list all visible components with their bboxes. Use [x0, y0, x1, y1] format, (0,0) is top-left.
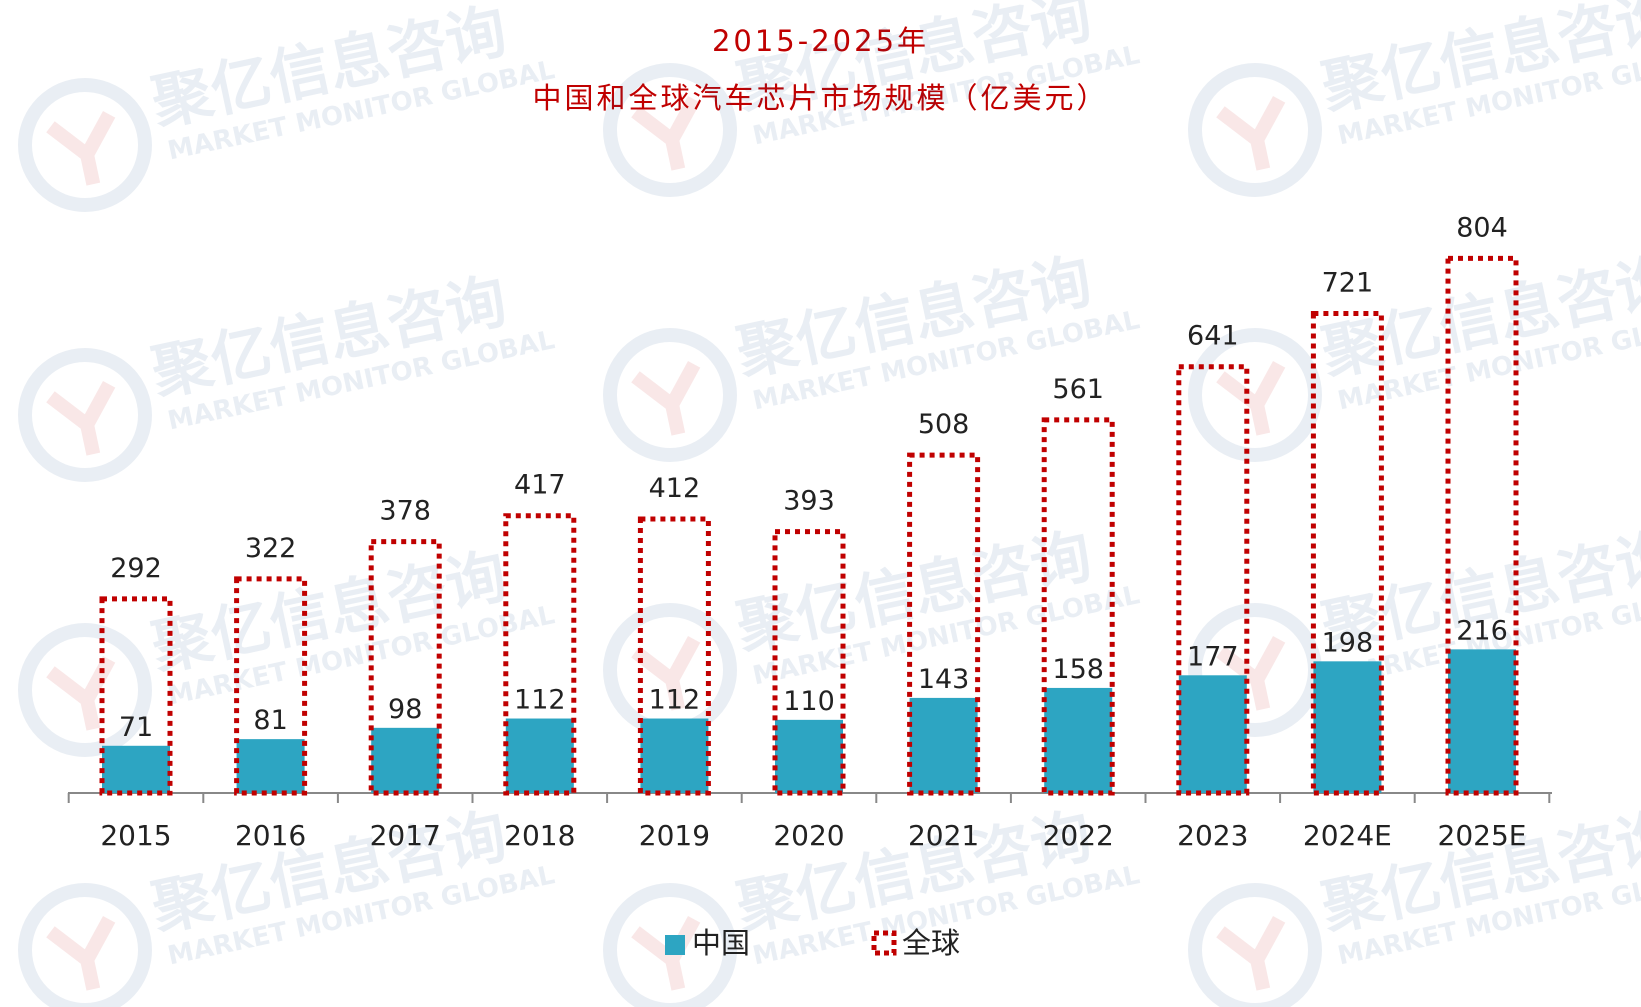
plot-area: 71 292 2015 81 322 2016 98 378 2017 112 417 2018 112… [67, 212, 1552, 852]
x-tick-label: 2023 [1177, 819, 1248, 852]
data-label-global: 508 [918, 409, 970, 440]
bar-china [1448, 649, 1516, 793]
bar-china [909, 697, 978, 793]
data-label-china: 177 [1187, 641, 1239, 672]
bar-global [1041, 417, 1115, 796]
x-tick-label: 2017 [370, 819, 441, 852]
mmg-logo-icon [1188, 328, 1322, 462]
bar-global [368, 539, 442, 796]
mmg-logo-icon [18, 883, 152, 1007]
bar-china [505, 718, 574, 793]
x-tick-label: 2022 [1043, 819, 1114, 852]
legend-swatch-china [665, 935, 685, 955]
bar-global [234, 576, 308, 796]
bar-china [102, 745, 170, 793]
mmg-logo-icon [18, 78, 152, 212]
data-label-global: 322 [245, 533, 297, 564]
bar-china [371, 727, 440, 793]
bar-china [640, 718, 709, 793]
x-tick-label: 2024E [1303, 819, 1392, 852]
bar-china [236, 739, 305, 793]
legend-item-china: 中国 [665, 926, 750, 960]
legend-label-global: 全球 [902, 926, 960, 960]
data-label-global: 721 [1322, 268, 1374, 299]
mmg-logo-icon [603, 883, 737, 1007]
bar-global [1310, 311, 1384, 796]
data-label-global: 393 [783, 486, 835, 517]
data-label-china: 112 [514, 685, 566, 716]
x-tick-label: 2025E [1438, 819, 1527, 852]
bar-global [637, 516, 711, 796]
data-label-china: 112 [649, 685, 701, 716]
mmg-logo-icon [1188, 63, 1322, 197]
data-label-china: 71 [119, 712, 153, 743]
legend-item-global: 全球 [871, 926, 960, 960]
chart-subtitle: 中国和全球汽车芯片市场规模（亿美元） [532, 81, 1109, 115]
bar-china [1044, 687, 1113, 793]
legend-swatch-global [871, 930, 897, 956]
bar-china [1313, 661, 1382, 793]
data-label-china: 110 [783, 686, 835, 717]
data-label-china: 143 [918, 664, 970, 695]
data-label-global: 804 [1456, 212, 1508, 243]
chart-title: 2015-2025年 [711, 24, 930, 58]
mmg-logo-icon [1188, 883, 1322, 1007]
bar-global [99, 596, 173, 796]
legend-label-china: 中国 [692, 926, 750, 960]
x-tick-label: 2019 [639, 819, 710, 852]
bar-global [503, 513, 577, 796]
bar-global [907, 452, 981, 796]
x-tick-label: 2018 [504, 819, 575, 852]
data-label-china: 81 [253, 705, 287, 736]
x-tick-label: 2021 [908, 819, 979, 852]
mmg-logo-icon [603, 328, 737, 462]
bar-china [1178, 675, 1247, 793]
bar-global [1445, 255, 1519, 796]
bar-global [1176, 364, 1250, 796]
bar-china [775, 719, 843, 793]
x-tick-label: 2016 [235, 819, 306, 852]
data-label-global: 561 [1052, 374, 1104, 405]
data-label-global: 378 [379, 496, 431, 527]
legend: 中国 全球 [665, 926, 960, 960]
mmg-logo-icon [603, 63, 737, 197]
x-tick-label: 2020 [773, 819, 844, 852]
data-label-china: 98 [388, 694, 422, 725]
data-label-china: 158 [1052, 654, 1104, 685]
data-label-global: 292 [110, 553, 162, 584]
data-label-china: 198 [1322, 627, 1374, 658]
data-label-china: 216 [1456, 615, 1508, 646]
mmg-logo-icon [18, 348, 152, 482]
bar-global [772, 529, 846, 796]
x-tick-label: 2015 [100, 819, 171, 852]
data-label-global: 641 [1187, 321, 1239, 352]
data-label-global: 417 [514, 470, 566, 501]
data-label-global: 412 [649, 473, 701, 504]
